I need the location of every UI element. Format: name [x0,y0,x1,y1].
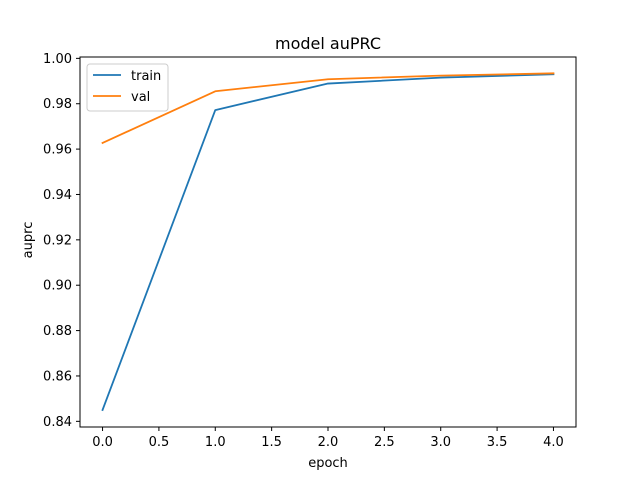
x-tick-label: 2.5 [374,435,395,450]
y-tick-label: 0.94 [43,188,72,203]
y-axis-ticks: 0.84 0.86 0.88 0.90 0.92 0.94 0.96 0.98 1.00 [43,52,80,430]
chart-title: model auPRC [275,34,381,53]
y-tick-label: 0.88 [43,324,72,339]
axes-frame [79,56,577,428]
x-axis-ticks: 0.0 0.5 1.0 1.5 2.0 2.5 3.0 3.5 4.0 [92,427,564,450]
y-tick-label: 1.00 [43,52,72,67]
x-tick-label: 0.5 [149,435,170,450]
y-tick-label: 0.92 [43,233,72,248]
legend: train val [86,63,169,112]
series-line-val [101,72,555,145]
legend-label-val: val [131,90,150,105]
x-tick-label: 3.0 [430,435,451,450]
y-tick-label: 0.98 [43,97,72,112]
x-tick-label: 3.5 [487,435,508,450]
y-axis-title: auprc [21,222,36,259]
plot-area [101,72,555,412]
x-tick-label: 0.0 [92,435,113,450]
x-tick-label: 1.0 [205,435,226,450]
x-axis-title: epoch [308,456,348,471]
legend-label-train: train [131,69,161,84]
series-line-train [101,73,555,412]
y-tick-label: 0.86 [43,369,72,384]
y-tick-label: 0.84 [43,415,72,430]
x-tick-label: 2.0 [318,435,339,450]
x-tick-label: 4.0 [543,435,564,450]
y-tick-label: 0.96 [43,143,72,158]
x-tick-label: 1.5 [261,435,282,450]
y-tick-label: 0.90 [43,279,72,294]
